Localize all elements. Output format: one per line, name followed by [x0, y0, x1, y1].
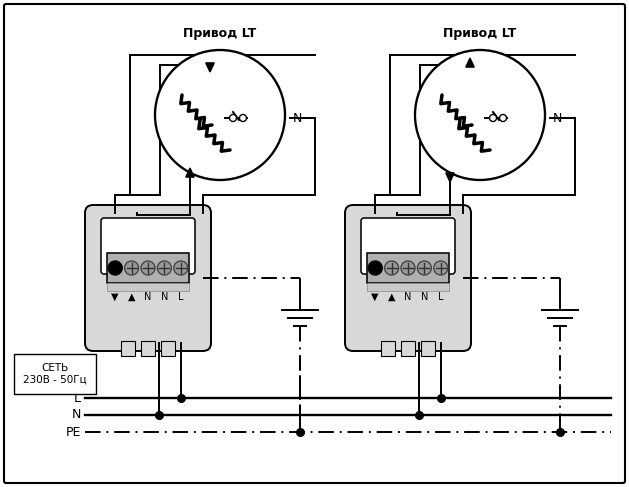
Text: L: L: [438, 292, 443, 302]
Circle shape: [489, 114, 496, 121]
Circle shape: [434, 261, 448, 275]
Text: L: L: [74, 392, 81, 405]
Text: N: N: [72, 409, 81, 422]
FancyBboxPatch shape: [4, 4, 625, 483]
FancyBboxPatch shape: [107, 253, 189, 283]
FancyBboxPatch shape: [101, 218, 195, 274]
FancyBboxPatch shape: [121, 341, 135, 356]
FancyBboxPatch shape: [367, 283, 449, 291]
FancyBboxPatch shape: [361, 218, 455, 274]
Text: PE: PE: [65, 426, 81, 438]
Circle shape: [368, 261, 382, 275]
Text: Привод LT: Привод LT: [184, 27, 257, 40]
Polygon shape: [466, 58, 474, 67]
Text: N: N: [293, 112, 303, 125]
Text: N: N: [404, 292, 412, 302]
Circle shape: [418, 261, 431, 275]
Polygon shape: [206, 63, 214, 72]
Text: N: N: [144, 292, 152, 302]
FancyBboxPatch shape: [85, 205, 211, 351]
Text: L: L: [178, 292, 184, 302]
Text: ▼: ▼: [111, 292, 119, 302]
Circle shape: [384, 261, 399, 275]
FancyBboxPatch shape: [345, 205, 471, 351]
Circle shape: [155, 50, 285, 180]
Text: ▲: ▲: [388, 292, 396, 302]
Circle shape: [108, 261, 122, 275]
Circle shape: [415, 50, 545, 180]
Text: СЕТЬ
230В - 50Гц: СЕТЬ 230В - 50Гц: [23, 363, 87, 385]
Circle shape: [157, 261, 171, 275]
Polygon shape: [446, 173, 454, 182]
FancyBboxPatch shape: [367, 253, 449, 283]
Circle shape: [240, 114, 247, 121]
Circle shape: [141, 261, 155, 275]
Text: ▲: ▲: [128, 292, 135, 302]
Text: ▼: ▼: [372, 292, 379, 302]
FancyBboxPatch shape: [381, 341, 395, 356]
FancyBboxPatch shape: [107, 283, 189, 291]
Circle shape: [401, 261, 415, 275]
FancyBboxPatch shape: [421, 341, 435, 356]
Text: N: N: [553, 112, 562, 125]
FancyBboxPatch shape: [401, 341, 415, 356]
Text: N: N: [161, 292, 168, 302]
Circle shape: [499, 114, 506, 121]
Text: Привод LT: Привод LT: [443, 27, 516, 40]
Text: N: N: [421, 292, 428, 302]
Circle shape: [230, 114, 237, 121]
Circle shape: [174, 261, 188, 275]
Polygon shape: [186, 168, 194, 177]
FancyBboxPatch shape: [14, 354, 96, 394]
Circle shape: [125, 261, 138, 275]
FancyBboxPatch shape: [161, 341, 175, 356]
FancyBboxPatch shape: [141, 341, 155, 356]
